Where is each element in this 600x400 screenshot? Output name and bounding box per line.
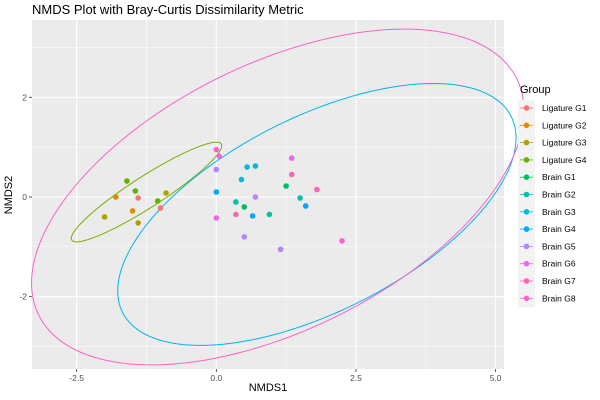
legend-label-brain-g2: Brain G2 <box>542 190 576 200</box>
legend-label-ligature-g1: Ligature G1 <box>542 103 587 113</box>
point-brain-g8 <box>213 146 220 153</box>
y-tick-label: 2 <box>22 92 27 102</box>
legend-label-brain-g4: Brain G4 <box>542 224 576 234</box>
point-brain-g4 <box>213 189 220 195</box>
point-brain-g6 <box>213 215 220 221</box>
legend-label-ligature-g2: Ligature G2 <box>542 120 587 130</box>
legend-label-brain-g8: Brain G8 <box>542 293 576 303</box>
point-brain-g6 <box>288 155 295 161</box>
legend-key-ligature-g4 <box>523 157 530 163</box>
confidence-ellipses <box>31 28 525 366</box>
point-ligature-g1 <box>135 195 141 201</box>
y-axis-title: NMDS2 <box>3 176 15 215</box>
legend-label-brain-g3: Brain G3 <box>542 207 576 217</box>
legend-items: Ligature G1 Ligature G2 Ligature G3 Ligatur… <box>518 100 587 308</box>
legend-key-ligature-g1 <box>523 105 530 111</box>
legend-label-brain-g7: Brain G7 <box>542 276 576 286</box>
point-brain-g8 <box>339 238 345 244</box>
x-tick-label: 5.0 <box>490 373 502 383</box>
x-tick-label: 2.5 <box>350 373 362 383</box>
plot-panel <box>32 20 504 369</box>
point-ligature-g3 <box>163 190 169 196</box>
point-brain-g2 <box>297 195 303 201</box>
point-brain-g5 <box>213 166 220 173</box>
legend-label-ligature-g3: Ligature G3 <box>542 138 587 148</box>
point-brain-g5 <box>277 246 284 253</box>
point-ligature-g2 <box>129 208 136 214</box>
legend-key-ligature-g3 <box>523 139 530 146</box>
legend-key-brain-g1 <box>523 174 530 180</box>
point-brain-g3 <box>244 164 250 170</box>
point-brain-g2 <box>233 199 239 205</box>
legend-key-ligature-g2 <box>523 122 530 129</box>
legend-key-brain-g8 <box>523 295 530 302</box>
point-ligature-g3 <box>135 220 141 226</box>
point-brain-g6 <box>216 153 222 159</box>
legend-key-brain-g6 <box>523 260 530 267</box>
legend-key-brain-g3 <box>523 209 530 215</box>
y-tick-label: -2 <box>19 292 27 302</box>
ellipse-brain-outer <box>31 28 525 366</box>
point-brain-g4 <box>302 203 309 209</box>
point-brain-g1 <box>241 204 248 210</box>
y-tick-label: 0 <box>22 192 27 202</box>
legend-label-brain-g5: Brain G5 <box>542 241 576 251</box>
ellipse-ligature <box>70 141 223 243</box>
legend-key-brain-g4 <box>523 226 530 232</box>
point-brain-g7 <box>288 171 295 178</box>
point-ligature-g2 <box>112 194 119 200</box>
chart-title: NMDS Plot with Bray-Curtis Dissimilarity… <box>32 2 304 17</box>
legend-key-brain-g5 <box>523 243 530 250</box>
point-ligature-g3 <box>101 214 108 220</box>
x-tick-label: 0.0 <box>210 373 222 383</box>
ellipse-brain-inner <box>117 83 517 346</box>
point-brain-g2 <box>266 211 273 218</box>
data-points <box>101 146 345 253</box>
point-brain-g5 <box>241 234 248 240</box>
legend-label-brain-g6: Brain G6 <box>542 259 576 269</box>
point-ligature-g4 <box>154 198 161 204</box>
point-ligature-g4 <box>124 178 130 184</box>
legend-label-ligature-g4: Ligature G4 <box>542 155 587 165</box>
point-brain-g5 <box>252 194 259 200</box>
legend-label-brain-g1: Brain G1 <box>542 172 576 182</box>
legend-key-brain-g2 <box>523 191 530 198</box>
point-brain-g4 <box>249 213 256 219</box>
point-brain-g3 <box>252 163 259 169</box>
legend-title: Group <box>520 84 551 96</box>
x-tick-label: -2.5 <box>69 373 84 383</box>
point-brain-g7 <box>233 211 239 218</box>
point-ligature-g4 <box>132 188 139 194</box>
point-brain-g1 <box>283 183 289 189</box>
point-brain-g7 <box>314 186 320 193</box>
axis-ticks: -2.5 0.0 2.5 5.0 -2 0 2 <box>19 92 501 383</box>
grid <box>32 20 504 369</box>
point-ligature-g1 <box>157 205 164 211</box>
legend-key-brain-g7 <box>523 278 530 284</box>
point-brain-g3 <box>238 176 245 183</box>
x-axis-title: NMDS1 <box>249 382 288 394</box>
